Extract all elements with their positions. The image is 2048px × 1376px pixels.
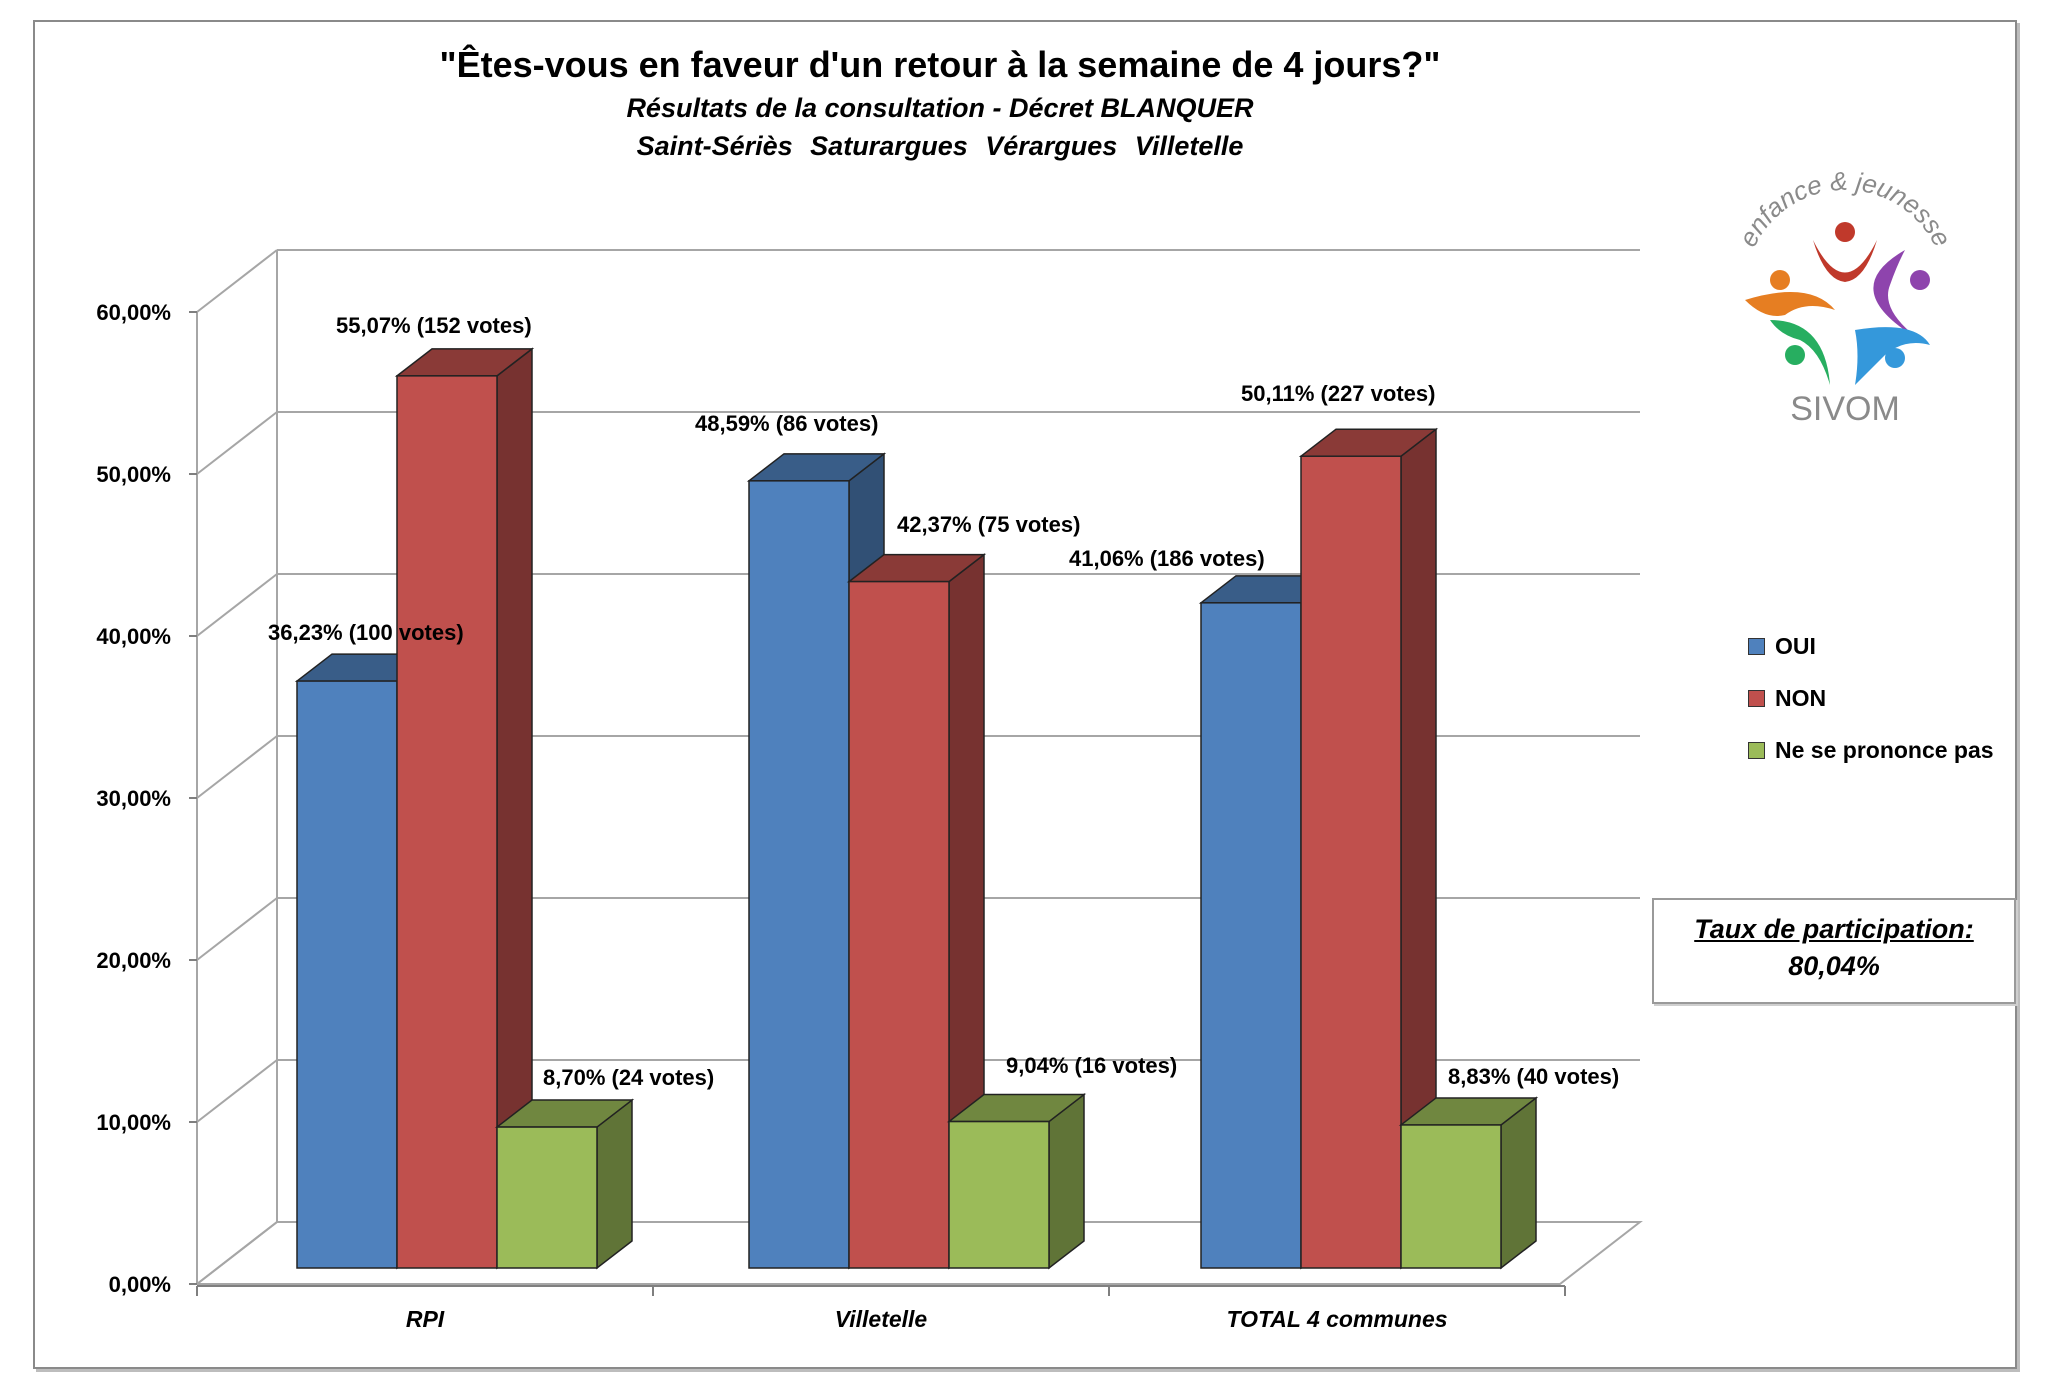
x-category-label: Villetelle: [835, 1306, 928, 1332]
legend-swatch: [1748, 689, 1765, 707]
legend: OUI NON Ne se prononce pas: [1748, 620, 1994, 776]
y-tick-label: 20,00%: [96, 948, 171, 973]
bar-non: [396, 375, 498, 1269]
data-label: 48,59% (86 votes): [695, 411, 878, 436]
legend-label: Ne se prononce pas: [1775, 736, 1994, 763]
data-label: 42,37% (75 votes): [897, 512, 1080, 537]
bar-side-ne-se-prononce-pas: [1048, 1093, 1085, 1270]
gridline-side: [196, 573, 278, 637]
gridline-side: [196, 897, 278, 961]
data-label: 8,70% (24 votes): [543, 1065, 714, 1090]
legend-item: OUI: [1748, 620, 1994, 672]
bar-side-ne-se-prononce-pas: [596, 1098, 633, 1270]
gridline-side: [196, 735, 278, 799]
bar-oui: [1200, 602, 1302, 1269]
participation-label: Taux de participation:: [1694, 914, 1974, 944]
chart-title: "Êtes-vous en faveur d'un retour à la se…: [439, 44, 1441, 85]
x-category-label: RPI: [406, 1306, 445, 1332]
y-tick-label: 40,00%: [96, 624, 171, 649]
data-label: 55,07% (152 votes): [336, 313, 532, 338]
y-tick-label: 30,00%: [96, 786, 171, 811]
gridline-side: [196, 1221, 278, 1285]
participation-value: 80,04%: [1788, 951, 1880, 981]
bar-non: [848, 580, 950, 1269]
data-label: 8,83% (40 votes): [1448, 1064, 1619, 1089]
sivom-logo: enfance & jeunesse SIVOM: [1733, 170, 1958, 428]
y-tick-label: 0,00%: [109, 1272, 171, 1297]
bar-side-ne-se-prononce-pas: [1500, 1096, 1537, 1270]
y-tick-label: 50,00%: [96, 462, 171, 487]
legend-swatch: [1748, 741, 1765, 759]
legend-label: OUI: [1775, 632, 1816, 659]
logo-figures-icon: [1745, 222, 1930, 385]
bar-ne-se-prononce-pas: [1400, 1124, 1502, 1269]
y-tick-label: 10,00%: [96, 1110, 171, 1135]
legend-label: NON: [1775, 684, 1827, 711]
chart-subtitle: Résultats de la consultation - Décret BL…: [626, 93, 1254, 123]
chart-subtitle-communes: Saint-Sériès Saturargues Vérargues Ville…: [636, 131, 1244, 161]
gridline-side: [196, 249, 278, 313]
bar-oui: [296, 680, 398, 1269]
y-tick-label: 60,00%: [96, 300, 171, 325]
bar-ne-se-prononce-pas: [948, 1120, 1050, 1269]
legend-item: Ne se prononce pas: [1748, 724, 1994, 776]
data-label: 41,06% (186 votes): [1069, 546, 1265, 571]
bar-oui: [748, 480, 850, 1269]
logo-text-bottom: SIVOM: [1790, 390, 1900, 428]
gridline-side: [196, 1059, 278, 1123]
legend-swatch: [1748, 637, 1765, 655]
bar-ne-se-prononce-pas: [496, 1126, 598, 1269]
data-label: 9,04% (16 votes): [1006, 1053, 1177, 1078]
data-label: 36,23% (100 votes): [268, 620, 464, 645]
legend-item: NON: [1748, 672, 1994, 724]
bar-non: [1300, 455, 1402, 1269]
participation-box: Taux de participation: 80,04%: [1652, 898, 2016, 1004]
data-label: 50,11% (227 votes): [1241, 381, 1435, 406]
gridline-side: [196, 411, 278, 475]
x-category-label: TOTAL 4 communes: [1226, 1306, 1447, 1332]
